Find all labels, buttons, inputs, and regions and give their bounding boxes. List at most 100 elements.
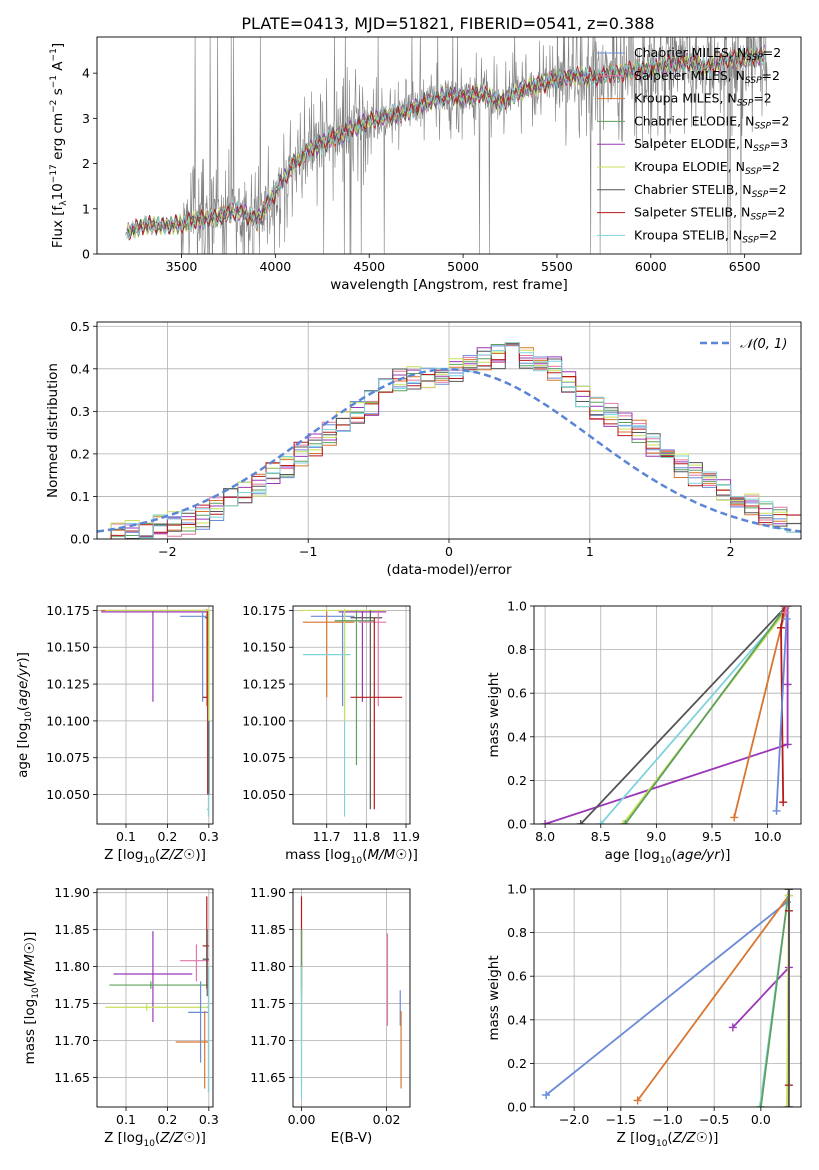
y-tick-label: 10.150	[242, 640, 286, 655]
axes-frame	[96, 321, 802, 540]
legend-subscript: SSP	[745, 167, 762, 177]
y-tick-label: 0.0	[507, 817, 527, 832]
errorbar-chabrier_elodie	[109, 981, 209, 989]
y-axis-label: Normed distribution	[45, 363, 61, 498]
y-tick-label: 0.4	[507, 729, 527, 744]
errorbar-kroupa_stelib	[206, 966, 210, 1093]
panel-cumulative_mass_vs_age: 8.0 8.5 9.0 9.5 10.0 0.0 0.2 0.4 0.6 0.8 1.0 age [l…	[486, 599, 802, 866]
errorbar-salpeter_stelib	[350, 617, 403, 810]
y-tick-label: 10.050	[46, 787, 90, 802]
plus-marker	[783, 740, 792, 749]
x-tick-label: 3500	[166, 259, 198, 274]
x-tick-label: 0.2	[157, 1112, 177, 1127]
plus-marker	[782, 606, 791, 610]
legend-label: Chabrier MILES, N	[634, 45, 746, 60]
errorbar-chabrier_stelib	[202, 929, 209, 997]
cumulative-salpeter_miles	[781, 606, 791, 617]
axes-frame	[96, 605, 214, 825]
x-tick-label: 0	[445, 544, 453, 559]
plus-marker	[619, 820, 627, 824]
y-tick-label: 0.0	[507, 1100, 527, 1115]
model-spectrum-kroupa_stelib	[126, 46, 765, 239]
errorbar-salpeter_miles	[358, 610, 387, 707]
y-tick-label: 10.050	[242, 787, 286, 802]
y-tick-label: 10.175	[242, 603, 286, 618]
y-axis-label: mass weight	[486, 672, 502, 757]
errorbar-chabrier_stelib	[350, 610, 383, 810]
cumulative-line	[544, 606, 789, 824]
legend-entry: Kroupa STELIB, NSSP=2	[634, 227, 777, 245]
errorbar-kroupa_elodie	[105, 1003, 209, 1011]
errorbar-kroupa_elodie	[105, 608, 210, 721]
y-tick-label: 10.150	[46, 640, 90, 655]
axes-frame	[292, 605, 411, 825]
y-axis-label: mass weight	[486, 955, 502, 1040]
legend-subscript: SSP	[754, 121, 771, 131]
x-tick-label: −1.0	[652, 1112, 682, 1127]
plus-marker	[784, 889, 793, 893]
y-axis-label: Flux [fλ10−17 erg cm−2 s−1 A−1]	[49, 43, 69, 248]
legend-entry: 𝒩(0, 1)	[740, 337, 787, 352]
x-tick-label: 4000	[259, 259, 291, 274]
y-tick-label: 11.80	[250, 959, 286, 974]
x-tick-label: 4500	[353, 259, 385, 274]
legend-entry: Salpeter MILES, NSSP=2	[634, 68, 780, 86]
x-tick-label: 5000	[447, 259, 479, 274]
y-tick-label: 0.4	[70, 361, 90, 376]
plus-marker	[756, 1103, 765, 1107]
legend-label: Salpeter ELODIE, N	[634, 136, 753, 151]
plus-marker	[779, 798, 788, 807]
legend-entry: Kroupa ELODIE, NSSP=2	[634, 159, 780, 177]
y-tick-label: 11.75	[250, 996, 286, 1011]
y-tick-label: 10.100	[242, 713, 286, 728]
cumulative-line	[760, 889, 790, 1107]
x-tick-label: 0.2	[157, 829, 177, 844]
panel-age_vs_mass: 11.7 11.8 11.9 10.050 10.075 10.100 10.125 10.1…	[242, 603, 420, 866]
y-tick-label: 11.80	[54, 959, 90, 974]
y-tick-label: 11.65	[54, 1070, 90, 1085]
x-tick-label: −2	[158, 544, 176, 559]
legend-tail: =2	[767, 205, 785, 220]
plus-marker	[776, 623, 785, 632]
plot-content	[300, 896, 402, 1100]
axes-frame	[96, 36, 802, 255]
y-tick-label: 10.175	[46, 603, 90, 618]
errorbar-chabrier_miles	[310, 610, 355, 707]
ticks: 0.1 0.2 0.3 10.050 10.075 10.100 10.125 10.150 1…	[46, 603, 219, 844]
legend-entry: Chabrier ELODIE, NSSP=2	[634, 113, 789, 131]
legend-subscript: SSP	[752, 190, 769, 200]
x-tick-label: −0.5	[699, 1112, 729, 1127]
plus-marker	[621, 820, 630, 824]
errorbar-salpeter_miles	[179, 944, 209, 982]
legend-subscript: SSP	[745, 76, 762, 86]
y-tick-label: 11.90	[54, 885, 90, 900]
x-tick-label: −2.0	[559, 1112, 589, 1127]
x-tick-label: 9.5	[702, 829, 722, 844]
ticks: 11.7 11.8 11.9 10.050 10.075 10.100 10.125 10.1…	[242, 603, 420, 844]
cumulative-line	[580, 606, 788, 824]
errorbar-chabrier_miles	[188, 981, 209, 1063]
plot-content	[101, 608, 210, 817]
plus-marker	[541, 820, 550, 824]
legend-tail: =2	[762, 68, 780, 83]
legend-tail: =2	[759, 227, 777, 242]
cumulative-salpeter_stelib	[776, 606, 789, 807]
legend-subscript: SSP	[742, 235, 759, 245]
ticks: 3500 4000 4500 5000 5500 6000 6500 0 1 2 3 4	[82, 66, 761, 274]
errorbar-kroupa_miles	[302, 610, 355, 698]
plus-marker	[784, 1103, 793, 1107]
y-tick-label: 0.8	[507, 925, 527, 940]
errorbar-salpeter_elodie	[101, 610, 209, 702]
normal-curve	[97, 368, 801, 533]
y-tick-label: 11.65	[250, 1070, 286, 1085]
x-tick-label: 6500	[729, 259, 761, 274]
y-tick-label: 10.075	[46, 750, 90, 765]
panel-age_vs_Z: 0.1 0.2 0.3 10.050 10.075 10.100 10.125 10.150 1…	[15, 603, 219, 866]
axes-frame	[292, 888, 411, 1108]
y-tick-label: 0.6	[507, 969, 527, 984]
x-axis-label: mass [log10(M/M☉)]	[285, 847, 418, 866]
y-tick-label: 0	[82, 247, 90, 262]
x-tick-label: −1	[299, 544, 317, 559]
x-tick-label: 0.1	[116, 1112, 136, 1127]
